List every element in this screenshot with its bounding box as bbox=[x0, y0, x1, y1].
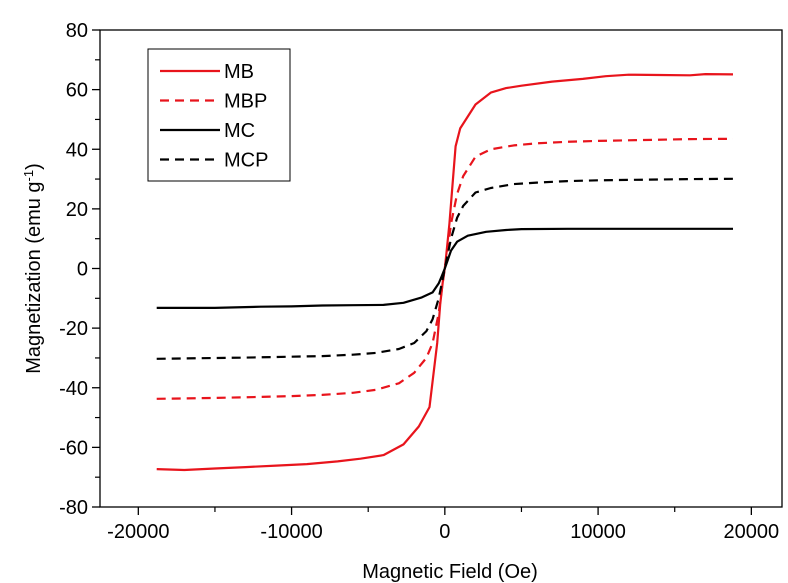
y-tick-label: -20 bbox=[59, 318, 88, 340]
series-line-mb bbox=[156, 72, 734, 472]
legend-label-mbp: MBP bbox=[224, 91, 267, 113]
y-tick-label: -60 bbox=[59, 437, 88, 459]
y-tick-label: -80 bbox=[59, 497, 88, 519]
y-tick-label: 80 bbox=[66, 20, 88, 42]
x-tick-label: -20000 bbox=[107, 521, 169, 543]
tick-labels: -20000 -10000 0 10000 20000 -80 -60 -40 -20 0 20 40… bbox=[59, 20, 779, 543]
plot-lines bbox=[156, 72, 734, 472]
axis-ticks bbox=[92, 29, 752, 515]
x-tick-label: 20000 bbox=[724, 521, 780, 543]
x-tick-label: -10000 bbox=[260, 521, 322, 543]
x-tick-label: 0 bbox=[439, 521, 450, 543]
legend-label-mcp: MCP bbox=[224, 150, 268, 172]
series-line-mc bbox=[156, 227, 733, 309]
y-tick-label: 40 bbox=[66, 139, 88, 161]
y-axis-title-close: ) bbox=[23, 163, 45, 170]
legend: MB MBP MC MCP bbox=[147, 48, 291, 182]
y-tick-label: -40 bbox=[59, 378, 88, 400]
legend-label-mc: MC bbox=[224, 120, 255, 142]
y-tick-label: 60 bbox=[66, 80, 88, 102]
y-axis-title-main: Magnetization (emu g bbox=[23, 181, 45, 373]
x-axis-title: Magnetic Field (Oe) bbox=[362, 561, 538, 583]
y-axis-title-superscript: -1 bbox=[21, 170, 36, 182]
legend-box bbox=[147, 48, 291, 182]
series-line-mbp bbox=[156, 137, 734, 400]
legend-label-mb: MB bbox=[224, 61, 254, 83]
y-tick-label: 20 bbox=[66, 199, 88, 221]
y-tick-label: 0 bbox=[77, 259, 88, 281]
y-axis-title: Magnetization (emu g-1) bbox=[21, 163, 46, 374]
x-tick-label: 10000 bbox=[570, 521, 626, 543]
